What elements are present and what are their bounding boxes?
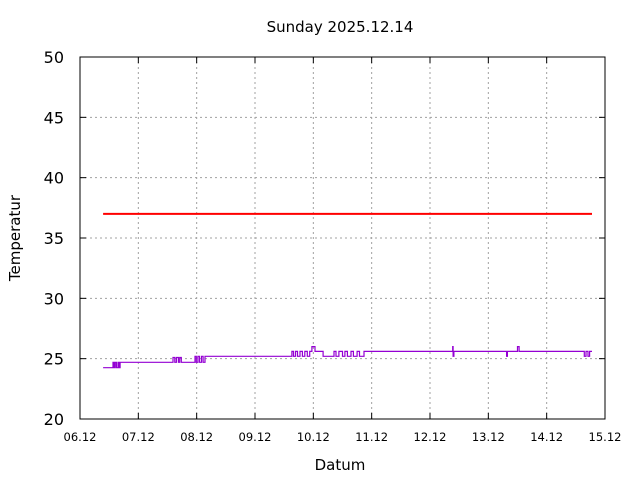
chart-title: Sunday 2025.12.14 [267, 18, 414, 36]
series-group [103, 212, 592, 369]
y-tick-label: 20 [44, 410, 64, 429]
series-line [103, 346, 592, 369]
y-tick-label: 45 [44, 108, 64, 127]
x-axis-label: Datum [315, 456, 366, 474]
x-tick-label: 14.12 [530, 430, 563, 444]
y-axis: 20 25 30 35 40 45 50 [44, 48, 605, 429]
x-tick-label: 10.12 [297, 430, 330, 444]
y-tick-label: 25 [44, 350, 64, 369]
x-tick-label: 15.12 [589, 430, 622, 444]
y-axis-label: Temperatur [6, 194, 24, 282]
series-1 [103, 346, 592, 369]
y-tick-label: 35 [44, 229, 64, 248]
y-tick-label: 40 [44, 169, 64, 188]
x-axis: 06.12 07.12 08.12 09.12 10.12 11.12 12.12 13.12… [64, 57, 622, 444]
x-tick-label: 12.12 [414, 430, 447, 444]
plot-frame [79, 56, 606, 420]
x-tick-label: 09.12 [239, 430, 272, 444]
x-tick-label: 07.12 [122, 430, 155, 444]
x-tick-label: 08.12 [180, 430, 213, 444]
x-tick-label: 06.12 [64, 430, 97, 444]
y-tick-label: 50 [44, 48, 64, 67]
y-tick-label: 30 [44, 289, 64, 308]
grid [80, 57, 605, 419]
x-tick-label: 11.12 [355, 430, 388, 444]
x-tick-label: 13.12 [472, 430, 505, 444]
